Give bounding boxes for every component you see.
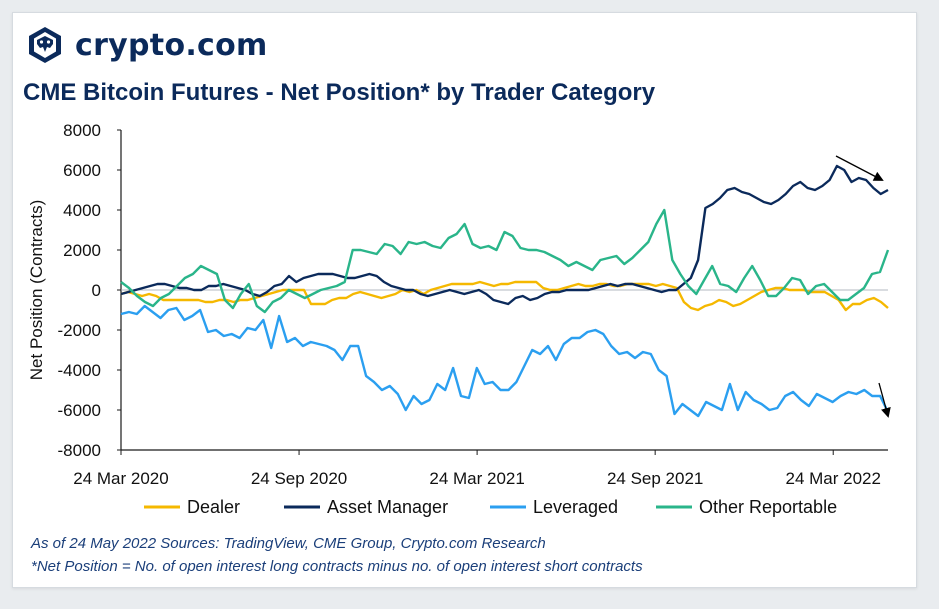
x-tick-label: 24 Mar 2021 bbox=[429, 469, 524, 488]
y-tick-label: 2000 bbox=[63, 241, 101, 260]
y-tick-label: -4000 bbox=[58, 361, 101, 380]
series-line-dealer bbox=[120, 280, 889, 312]
brand-header: crypto.com bbox=[25, 23, 268, 67]
definition-note: *Net Position = No. of open interest lon… bbox=[31, 558, 643, 575]
series-line-other-reportable bbox=[120, 208, 890, 314]
x-tick-label: 24 Mar 2022 bbox=[785, 469, 880, 488]
y-tick-label: -2000 bbox=[58, 321, 101, 340]
legend-label-leveraged: Leveraged bbox=[533, 497, 618, 517]
series-line-leveraged bbox=[120, 304, 890, 418]
y-tick-label: 8000 bbox=[63, 121, 101, 140]
series-line-asset-manager bbox=[120, 164, 889, 306]
y-tick-label: 0 bbox=[92, 281, 101, 300]
legend-label-other-reportable: Other Reportable bbox=[699, 497, 837, 517]
y-tick-label: 6000 bbox=[63, 161, 101, 180]
y-tick-label: 4000 bbox=[63, 201, 101, 220]
crypto-com-lion-shield-icon bbox=[29, 27, 61, 63]
trend-arrow-asset-manager bbox=[835, 155, 884, 181]
trend-arrow-leveraged bbox=[878, 382, 891, 418]
legend-label-asset-manager: Asset Manager bbox=[327, 497, 448, 517]
x-tick-label: 24 Sep 2021 bbox=[607, 469, 703, 488]
source-note: As of 24 May 2022 Sources: TradingView, … bbox=[31, 535, 546, 552]
chart-title: CME Bitcoin Futures - Net Position* by T… bbox=[23, 79, 656, 106]
legend-label-dealer: Dealer bbox=[187, 497, 240, 517]
y-tick-label: -8000 bbox=[58, 441, 101, 460]
y-tick-label: -6000 bbox=[58, 401, 101, 420]
y-axis-label: Net Position (Contracts) bbox=[27, 200, 46, 380]
x-tick-label: 24 Sep 2020 bbox=[251, 469, 347, 488]
x-tick-label: 24 Mar 2020 bbox=[73, 469, 168, 488]
brand-name: crypto.com bbox=[75, 27, 268, 63]
